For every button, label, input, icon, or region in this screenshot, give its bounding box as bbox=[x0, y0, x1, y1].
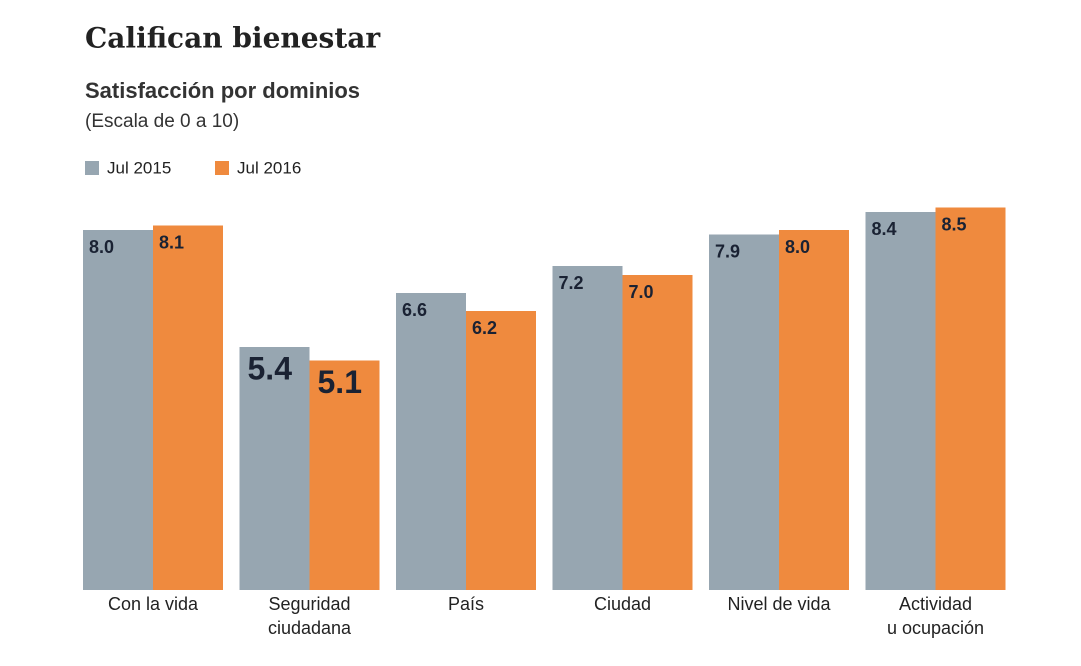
chart-note: (Escala de 0 a 10) bbox=[85, 111, 239, 132]
value-label: 8.0 bbox=[785, 237, 810, 257]
value-label: 8.1 bbox=[159, 232, 184, 252]
value-label: 6.2 bbox=[472, 318, 497, 338]
chart-subtitle: Satisfacción por dominios bbox=[85, 78, 360, 103]
bar bbox=[552, 266, 623, 590]
x-tick-label: Ciudad bbox=[594, 594, 651, 614]
x-tick-label: Con la vida bbox=[108, 594, 199, 614]
value-label: 6.6 bbox=[402, 300, 427, 320]
value-label: 8.5 bbox=[942, 214, 967, 234]
bar bbox=[309, 360, 380, 590]
bar bbox=[622, 275, 693, 590]
bar bbox=[396, 293, 466, 590]
bar bbox=[466, 311, 536, 590]
bar bbox=[935, 207, 1006, 590]
bar bbox=[239, 347, 310, 590]
bar bbox=[779, 230, 849, 590]
bar bbox=[865, 212, 936, 590]
value-label: 7.2 bbox=[559, 273, 584, 293]
value-label: 8.4 bbox=[872, 219, 897, 239]
legend-swatch bbox=[85, 161, 99, 175]
bar bbox=[153, 225, 223, 590]
value-label: 5.1 bbox=[318, 364, 362, 400]
chart-title: Califican bienestar bbox=[85, 22, 381, 55]
x-tick-label: País bbox=[448, 594, 484, 614]
x-tick-label: Nivel de vida bbox=[727, 594, 831, 614]
value-label: 5.4 bbox=[248, 350, 293, 386]
value-label: 7.9 bbox=[715, 241, 740, 261]
value-label: 7.0 bbox=[629, 282, 654, 302]
x-tick-label: Seguridad ciudadana bbox=[268, 594, 352, 638]
legend-swatch bbox=[215, 161, 229, 175]
legend-label: Jul 2016 bbox=[237, 158, 301, 177]
bar bbox=[709, 234, 779, 590]
bar bbox=[83, 230, 153, 590]
legend-label: Jul 2015 bbox=[107, 158, 171, 177]
x-tick-label: Actividad u ocupación bbox=[887, 594, 984, 638]
value-label: 8.0 bbox=[89, 237, 114, 257]
